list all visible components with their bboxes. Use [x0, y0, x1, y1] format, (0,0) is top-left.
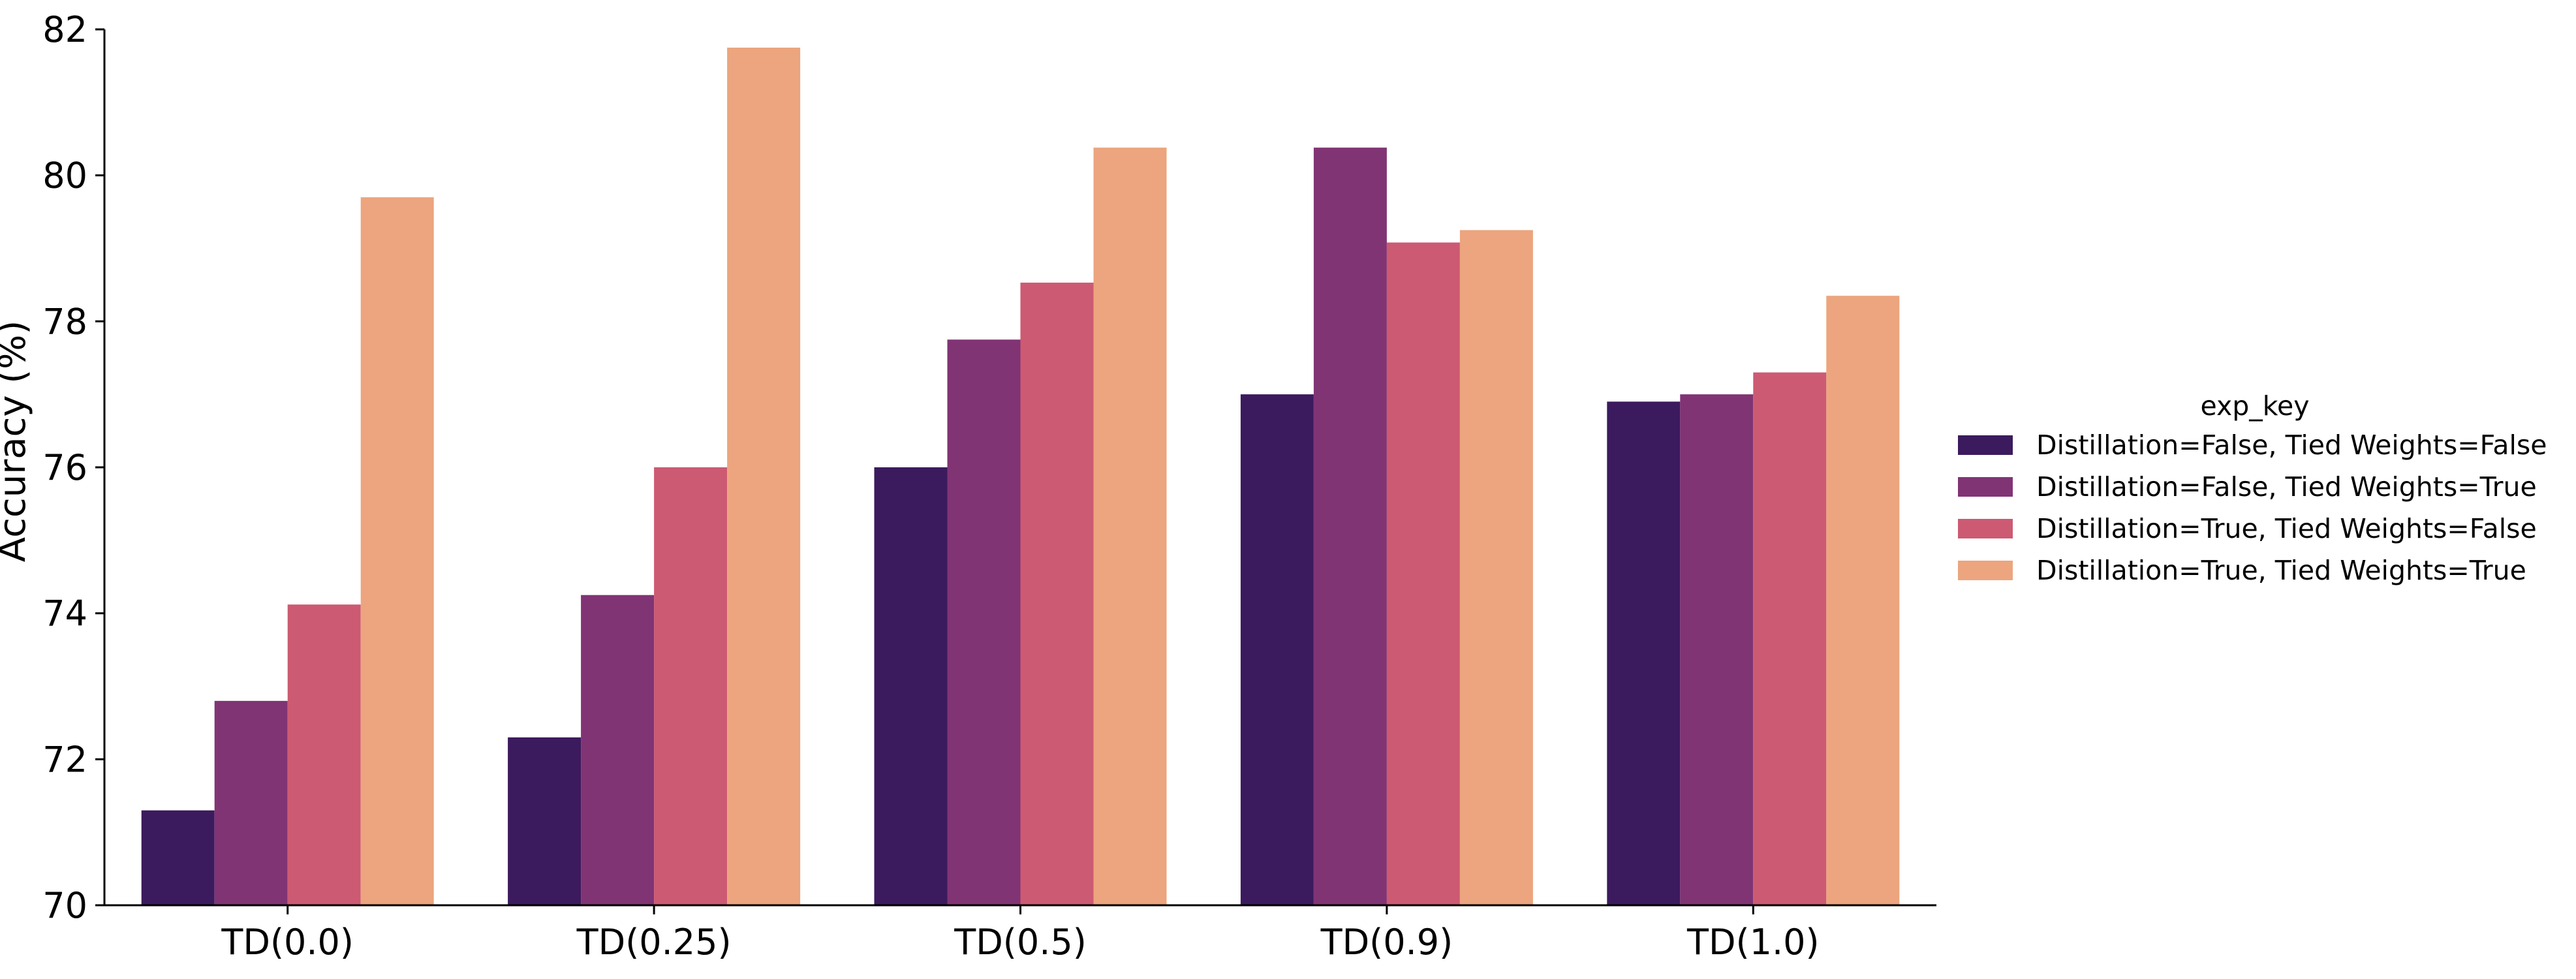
y-ticks: 70 72 74 76 78 80 82: [42, 9, 104, 926]
legend-swatch: [1958, 561, 2013, 580]
y-axis: 70 72 74 76 78 80 82: [42, 9, 106, 926]
x-axis: TD(0.0) TD(0.25) TD(0.5) TD(0.9) TD(1.0): [104, 904, 1936, 963]
bar-TD(0.0)-series-3: [287, 604, 361, 905]
bar-TD(1.0)-series-1: [1607, 401, 1681, 905]
bar-TD(1.0)-series-2: [1680, 394, 1754, 905]
legend-items: Distillation=False, Tied Weights=False Di…: [1958, 429, 2547, 586]
legend-label: Distillation=True, Tied Weights=True: [2036, 555, 2526, 586]
x-ticks: TD(0.0) TD(0.25) TD(0.5) TD(0.9) TD(1.0): [221, 905, 1820, 963]
y-tick-label: 70: [42, 885, 87, 926]
bar-TD(0.5)-series-3: [1020, 283, 1094, 906]
bar-TD(0.25)-series-2: [581, 595, 655, 905]
legend-swatch: [1958, 435, 2013, 455]
y-tick-label: 74: [42, 593, 87, 634]
x-tick-label: TD(1.0): [1686, 922, 1820, 963]
bar-TD(1.0)-series-3: [1753, 372, 1827, 905]
x-tick-label: TD(0.0): [221, 922, 354, 963]
y-tick-label: 82: [42, 9, 87, 50]
bar-TD(0.5)-series-4: [1093, 148, 1167, 905]
y-tick-label: 78: [42, 301, 87, 342]
y-tick-label: 72: [42, 739, 87, 780]
bar-TD(1.0)-series-4: [1826, 296, 1900, 906]
bar-TD(0.0)-series-1: [141, 810, 215, 905]
legend-label: Distillation=False, Tied Weights=True: [2036, 471, 2537, 503]
x-tick-label: TD(0.25): [576, 922, 732, 963]
legend-label: Distillation=False, Tied Weights=False: [2036, 429, 2547, 461]
legend-swatch: [1958, 477, 2013, 497]
bar-TD(0.9)-series-3: [1386, 242, 1460, 905]
bar-TD(0.25)-series-4: [727, 47, 801, 905]
bar-TD(0.25)-series-1: [508, 737, 582, 905]
x-tick-label: TD(0.9): [1320, 922, 1453, 963]
legend-title: exp_key: [2200, 390, 2309, 422]
bar-TD(0.0)-series-4: [360, 197, 434, 905]
bars-group: [141, 47, 1900, 906]
bar-TD(0.9)-series-1: [1240, 394, 1314, 905]
legend-swatch: [1958, 519, 2013, 538]
x-tick-label: TD(0.5): [954, 922, 1087, 963]
bar-TD(0.5)-series-2: [947, 339, 1021, 905]
y-tick-label: 76: [42, 447, 87, 488]
legend: exp_key Distillation=False, Tied Weights…: [1958, 390, 2547, 586]
bar-TD(0.9)-series-2: [1313, 148, 1387, 905]
bar-TD(0.25)-series-3: [654, 467, 728, 905]
y-tick-label: 80: [42, 155, 87, 196]
y-axis-title: Accuracy (%): [0, 320, 34, 562]
legend-label: Distillation=True, Tied Weights=False: [2036, 513, 2537, 544]
bar-TD(0.9)-series-4: [1459, 230, 1533, 906]
bar-TD(0.5)-series-1: [874, 467, 948, 905]
bar-TD(0.0)-series-2: [214, 700, 288, 905]
